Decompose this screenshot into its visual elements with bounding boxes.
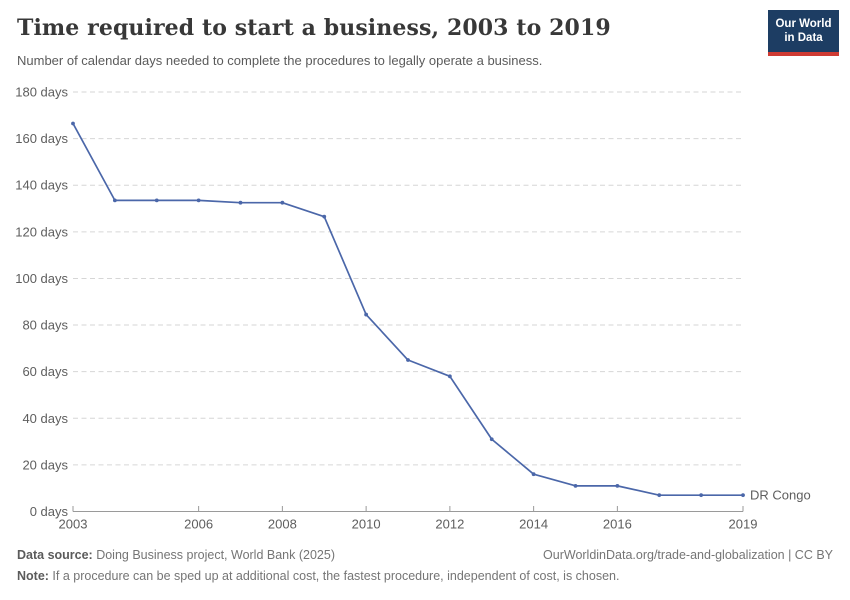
logo-line2: in Data xyxy=(784,32,823,44)
data-point[interactable] xyxy=(280,200,285,205)
logo-line1: Our World xyxy=(775,18,832,30)
data-point[interactable] xyxy=(615,483,620,488)
x-tick-label: 2012 xyxy=(435,517,464,532)
y-tick-label: 100 days xyxy=(15,271,68,286)
chart-subtitle: Number of calendar days needed to comple… xyxy=(17,53,543,68)
data-line xyxy=(72,123,743,497)
x-tick-label: 2006 xyxy=(184,517,213,532)
citation-link: OurWorldinData.org/trade-and-globalizati… xyxy=(543,548,833,562)
data-point[interactable] xyxy=(573,483,578,488)
y-tick-label: 20 days xyxy=(22,457,68,472)
y-tick-label: 80 days xyxy=(22,318,68,333)
data-point[interactable] xyxy=(112,198,117,203)
data-point[interactable] xyxy=(154,198,159,203)
x-tick-label: 2014 xyxy=(519,517,548,532)
y-tick-label: 160 days xyxy=(15,131,68,146)
y-tick-label: 180 days xyxy=(15,85,68,100)
x-tick-label: 2003 xyxy=(59,517,88,532)
note-label: Note: xyxy=(17,569,49,583)
data-source-text: Doing Business project, World Bank (2025… xyxy=(92,548,335,562)
x-tick-label: 2019 xyxy=(729,517,758,532)
data-point[interactable] xyxy=(238,200,243,205)
data-point[interactable] xyxy=(364,312,369,317)
note-text: If a procedure can be sped up at additio… xyxy=(48,569,620,583)
owid-logo: Our World in Data xyxy=(768,10,839,56)
x-tick-label: 2016 xyxy=(603,517,632,532)
data-source-label: Data source: xyxy=(17,548,93,562)
data-source: Data source: Doing Business project, Wor… xyxy=(17,548,335,563)
data-point[interactable] xyxy=(699,493,704,498)
y-tick-label: 0 days xyxy=(30,504,69,519)
data-point[interactable] xyxy=(322,214,327,219)
data-point[interactable] xyxy=(447,374,452,379)
y-tick-label: 60 days xyxy=(22,364,68,379)
series-label[interactable]: DR Congo xyxy=(750,488,811,503)
chart-note: Note: If a procedure can be sped up at a… xyxy=(17,569,833,584)
chart-title: Time required to start a business, 2003 … xyxy=(17,15,611,41)
y-tick-label: 120 days xyxy=(15,224,68,239)
data-point[interactable] xyxy=(741,493,745,498)
y-tick-label: 40 days xyxy=(22,411,68,426)
data-point[interactable] xyxy=(196,198,201,203)
data-point[interactable] xyxy=(531,472,536,477)
x-tick-label: 2008 xyxy=(268,517,297,532)
y-tick-label: 140 days xyxy=(15,178,68,193)
data-point[interactable] xyxy=(71,121,75,126)
chart-footer: Data source: Doing Business project, Wor… xyxy=(17,548,833,584)
data-point[interactable] xyxy=(657,493,662,498)
data-point[interactable] xyxy=(406,358,410,362)
x-tick-label: 2010 xyxy=(352,517,381,532)
data-point[interactable] xyxy=(489,437,494,442)
